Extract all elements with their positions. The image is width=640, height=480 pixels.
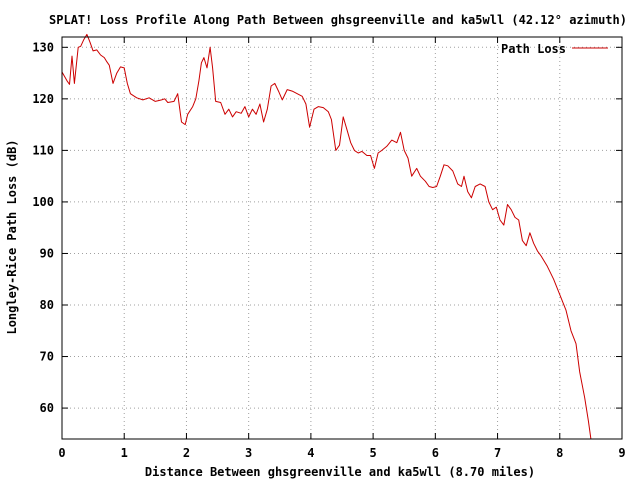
y-tick-label: 60 <box>40 401 54 415</box>
x-tick-label: 1 <box>121 446 128 460</box>
x-tick-label: 9 <box>618 446 625 460</box>
y-tick-label: 70 <box>40 350 54 364</box>
y-tick-label: 130 <box>32 40 54 54</box>
chart-title: SPLAT! Loss Profile Along Path Between g… <box>49 13 627 27</box>
x-tick-label: 4 <box>307 446 314 460</box>
x-tick-label: 8 <box>556 446 563 460</box>
y-tick-label: 100 <box>32 195 54 209</box>
x-axis-label: Distance Between ghsgreenville and ka5wl… <box>145 465 535 479</box>
series-layer <box>61 33 592 440</box>
y-tick-label: 120 <box>32 92 54 106</box>
series-line-path-loss <box>61 33 592 440</box>
y-tick-label: 90 <box>40 246 54 260</box>
y-axis-label: Longley-Rice Path Loss (dB) <box>5 139 19 334</box>
legend: Path Loss <box>501 42 608 56</box>
x-tick-label: 7 <box>494 446 501 460</box>
plot-frame <box>61 36 623 440</box>
x-tick-label: 6 <box>432 446 439 460</box>
x-tick-label: 5 <box>369 446 376 460</box>
x-tick-label: 3 <box>245 446 252 460</box>
grid-lines <box>62 37 622 439</box>
y-tick-label: 80 <box>40 298 54 312</box>
x-tick-label: 2 <box>183 446 190 460</box>
x-tick-label: 0 <box>58 446 65 460</box>
legend-label-path-loss: Path Loss <box>501 42 566 56</box>
axis-ticks: 0 1 2 3 4 5 6 7 8 9 60 70 80 90 100 110 120 130 <box>32 37 626 460</box>
y-tick-label: 110 <box>32 143 54 157</box>
